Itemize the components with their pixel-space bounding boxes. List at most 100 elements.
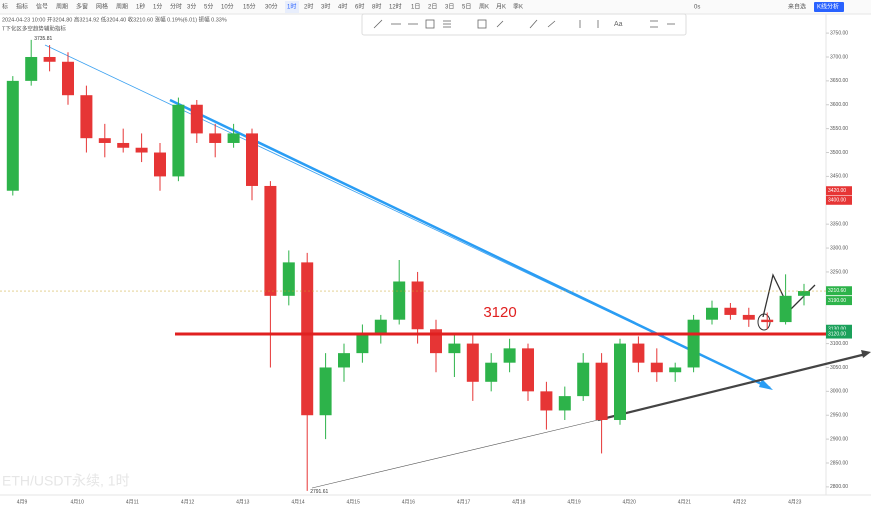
period-item[interactable]: 5分 [204, 3, 213, 11]
candle-body [411, 281, 424, 330]
candle-body [301, 262, 314, 416]
period-item[interactable]: 1日 [411, 4, 420, 11]
candle-body [282, 262, 295, 296]
level-label: 3120 [483, 304, 516, 321]
period-item[interactable]: 8时 [372, 3, 381, 11]
period-item[interactable]: 1分 [153, 3, 162, 11]
y-tick-label: 3750.00 [830, 30, 848, 36]
x-tick-label: 4月15 [347, 499, 361, 505]
x-tick-label: 4月16 [402, 499, 416, 505]
candle-body [135, 147, 148, 153]
x-tick-label: 4月11 [126, 499, 139, 505]
toolbar-item[interactable]: 指标 [16, 3, 28, 11]
support-line-bold [597, 352, 867, 422]
candle-body [687, 319, 700, 368]
y-tick-label: 3250.00 [830, 269, 848, 275]
candle-body [6, 80, 19, 191]
toolbar-text-tool: Aa [614, 21, 623, 28]
period-item[interactable]: 分时 [170, 3, 182, 11]
candle-body [227, 133, 240, 143]
x-tick-label: 4月9 [17, 499, 28, 505]
y-tick-label: 3600.00 [830, 102, 848, 108]
period-item[interactable]: 12时 [389, 3, 402, 11]
period-item[interactable]: 月K [496, 4, 506, 11]
period-item[interactable]: 3日 [445, 4, 454, 11]
toolbar-item[interactable]: 标 [2, 3, 8, 11]
period-item[interactable]: 4时 [338, 3, 347, 11]
x-tick-label: 4月20 [623, 499, 637, 505]
y-tick-label: 3350.00 [830, 221, 848, 227]
x-tick-label: 4月21 [678, 499, 692, 505]
candle-body [503, 348, 516, 363]
x-tick-label: 4月19 [567, 499, 581, 505]
toolbar-icons [373, 19, 675, 29]
candle-body [190, 104, 203, 134]
toolbar-item[interactable]: 周期 [116, 3, 128, 11]
candle-body [246, 133, 258, 186]
trend-line-bold [169, 98, 771, 390]
candle-body [706, 307, 718, 320]
candle-body [779, 295, 792, 323]
price-tag [826, 186, 852, 196]
candle-body [724, 307, 737, 315]
period-item[interactable]: 1时 [287, 3, 296, 11]
watermark: ETH/USDT永续, 1时 [2, 473, 130, 489]
active-period-bg [285, 1, 299, 13]
toolbar-item[interactable]: 周期 [56, 3, 68, 11]
candle-body [356, 334, 369, 354]
candle-body [650, 362, 663, 373]
candle-body [374, 319, 387, 335]
candle-body [742, 314, 755, 320]
period-item[interactable]: 2时 [304, 3, 313, 11]
price-tag [826, 329, 852, 339]
analysis-btn-bg[interactable] [814, 2, 844, 12]
period-item[interactable]: 30分 [265, 3, 278, 11]
toolbar-item[interactable]: 网格 [96, 3, 108, 11]
y-tick-label: 3100.00 [830, 341, 848, 347]
toolbar-right[interactable]: 来自选 [788, 3, 806, 11]
period-item[interactable]: 季K [513, 3, 523, 11]
toolbar-right[interactable]: 0s [694, 5, 700, 11]
x-tick-label: 4月23 [788, 499, 802, 505]
low-label: 2791.61 [310, 489, 328, 495]
price-tag-label: 3400.00 [828, 198, 846, 204]
period-item[interactable]: 15分 [243, 3, 256, 11]
candle-body [632, 343, 645, 363]
candle-body [485, 362, 498, 382]
candle-body [595, 362, 608, 421]
candle-body [466, 343, 479, 382]
toolbar-item[interactable]: 多窗 [76, 3, 88, 11]
y-tick-label: 2800.00 [830, 484, 848, 490]
support-line [311, 419, 599, 489]
period-item[interactable]: 3时 [321, 3, 330, 11]
candle-body [172, 104, 185, 177]
candle-body [264, 185, 277, 296]
y-tick-label: 3000.00 [830, 389, 848, 395]
candle-body [522, 348, 534, 392]
candle-body [669, 367, 682, 373]
x-tick-label: 4月17 [457, 499, 471, 505]
toolbar-right[interactable]: K线分析 [817, 3, 839, 11]
period-item[interactable]: 1秒 [136, 3, 145, 11]
period-item[interactable]: 2日 [428, 4, 437, 11]
y-tick-label: 2950.00 [830, 413, 848, 419]
candle-body [209, 133, 222, 143]
toolbar-item[interactable]: 信号 [36, 3, 48, 11]
period-item[interactable]: 5日 [462, 4, 471, 11]
indicator-name: T下化区多空趋势辅助指标 [2, 24, 66, 32]
period-item[interactable]: 6时 [355, 3, 364, 11]
period-item[interactable]: 3分 [187, 3, 196, 11]
price-tag [826, 296, 852, 306]
drawing-toolbar[interactable] [361, 13, 687, 36]
candle-body [540, 391, 553, 411]
y-tick-label: 3450.00 [830, 174, 848, 180]
y-tick-label: 3550.00 [830, 126, 848, 132]
period-item[interactable]: 周K [479, 4, 489, 11]
candle-body [448, 343, 461, 354]
x-tick-label: 4月14 [291, 499, 305, 505]
price-tag [826, 195, 852, 205]
price-tag-label: 3210.60 [828, 288, 846, 294]
period-item[interactable]: 10分 [221, 3, 234, 11]
candle-body [62, 61, 74, 96]
